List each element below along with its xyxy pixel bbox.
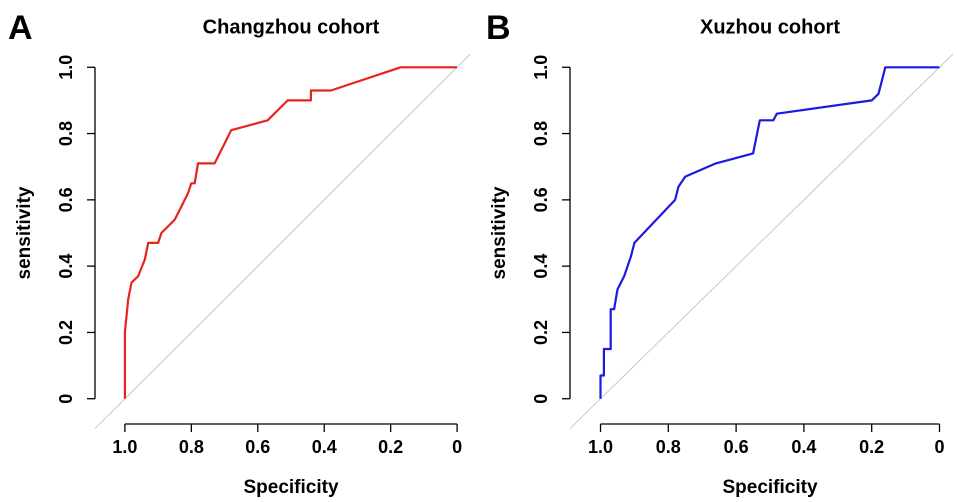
y-tick-label: 0.4 bbox=[56, 254, 76, 279]
y-axis-label: sensitivity bbox=[14, 186, 35, 279]
y-tick-label: 0.6 bbox=[531, 187, 551, 212]
x-tick-label: 0.4 bbox=[312, 437, 337, 457]
x-tick-label: 0.6 bbox=[245, 437, 270, 457]
reference-diagonal bbox=[94, 53, 471, 429]
y-tick-label: 0.6 bbox=[56, 187, 76, 212]
y-tick-label: 0.4 bbox=[531, 254, 551, 279]
y-tick-label: 1.0 bbox=[531, 55, 551, 80]
x-axis-label: Specificity bbox=[243, 477, 338, 498]
x-tick-label: 0.6 bbox=[724, 437, 749, 457]
x-axis-label: Specificity bbox=[722, 477, 817, 498]
roc-curve bbox=[123, 66, 458, 399]
x-tick-label: 0.8 bbox=[179, 437, 204, 457]
y-tick-label: 0.8 bbox=[531, 121, 551, 146]
chart-panel: A Changzhou cohort Specificity sensitivity 1… bbox=[8, 9, 471, 498]
chart-title: Changzhou cohort bbox=[203, 16, 380, 38]
x-tick-label: 0.2 bbox=[378, 437, 403, 457]
reference-diagonal bbox=[569, 53, 954, 429]
chart-title: Xuzhou cohort bbox=[700, 16, 840, 38]
y-tick-label: 0 bbox=[56, 394, 76, 404]
y-tick-label: 1.0 bbox=[56, 55, 76, 80]
y-tick-label: 0 bbox=[531, 394, 551, 404]
chart-panel: B Xuzhou cohort Specificity sensitivity 1.0 0… bbox=[486, 9, 954, 498]
x-tick-label: 0 bbox=[934, 437, 944, 457]
y-tick-label: 0.8 bbox=[56, 121, 76, 146]
x-tick-label: 0.4 bbox=[791, 437, 816, 457]
y-tick-label: 0.2 bbox=[531, 320, 551, 345]
y-tick-label: 0.2 bbox=[56, 320, 76, 345]
x-tick-label: 0.2 bbox=[859, 437, 884, 457]
panel-label: A bbox=[8, 9, 33, 47]
y-axis-label: sensitivity bbox=[489, 186, 510, 279]
x-tick-label: 1.0 bbox=[588, 437, 613, 457]
x-tick-label: 0.8 bbox=[656, 437, 681, 457]
panel-label: B bbox=[486, 9, 511, 47]
roc-curve bbox=[599, 66, 940, 399]
x-tick-label: 0 bbox=[452, 437, 462, 457]
x-tick-label: 1.0 bbox=[112, 437, 137, 457]
